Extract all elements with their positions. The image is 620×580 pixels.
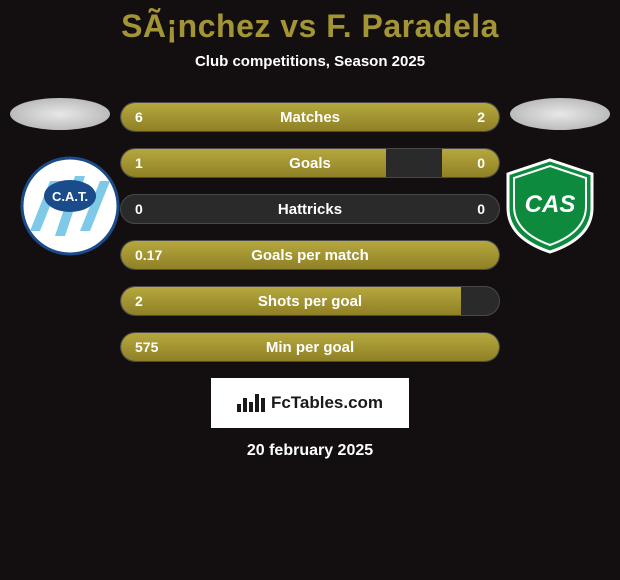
- team-badge-right: CAS: [500, 156, 600, 256]
- svg-text:C.A.T.: C.A.T.: [52, 189, 88, 204]
- stat-row: 575Min per goal: [120, 332, 500, 362]
- team-badge-left: C.A.T.: [20, 156, 120, 256]
- cat-crest-icon: C.A.T.: [20, 156, 120, 256]
- stat-row: 62Matches: [120, 102, 500, 132]
- fctables-logo-icon: [237, 394, 265, 412]
- page-title: SÃ¡nchez vs F. Paradela: [0, 0, 620, 45]
- branding-text: FcTables.com: [271, 393, 383, 413]
- svg-text:CAS: CAS: [525, 191, 576, 218]
- subtitle: Club competitions, Season 2025: [0, 53, 620, 70]
- stat-label: Min per goal: [121, 333, 499, 361]
- branding-box: FcTables.com: [211, 378, 409, 428]
- pedestal-right: [510, 98, 610, 130]
- pedestal-left: [10, 98, 110, 130]
- comparison-panel: C.A.T. CAS 62Matches 10Goals 00Hattricks 0.…: [0, 98, 620, 362]
- stat-label: Hattricks: [121, 195, 499, 223]
- stat-label: Shots per goal: [121, 287, 499, 315]
- stat-row: 10Goals: [120, 148, 500, 178]
- stat-label: Goals per match: [121, 241, 499, 269]
- cas-crest-icon: CAS: [500, 156, 600, 256]
- stat-label: Matches: [121, 103, 499, 131]
- stats-bars: 62Matches 10Goals 00Hattricks 0.17Goals per…: [120, 98, 500, 362]
- date-label: 20 february 2025: [0, 442, 620, 460]
- stat-row: 2Shots per goal: [120, 286, 500, 316]
- stat-row: 0.17Goals per match: [120, 240, 500, 270]
- stat-row: 00Hattricks: [120, 194, 500, 224]
- stat-label: Goals: [121, 149, 499, 177]
